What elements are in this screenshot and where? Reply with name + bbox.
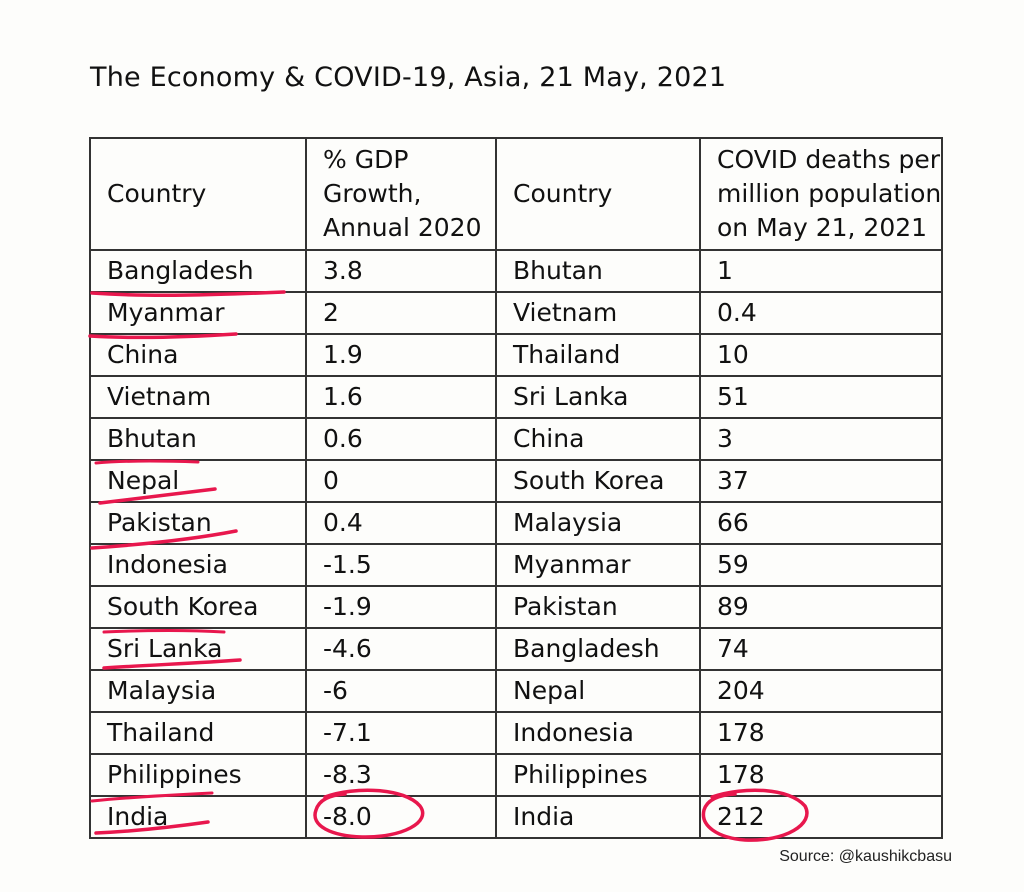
gdp-country-cell: Sri Lanka (89, 627, 307, 671)
table-row: South Korea -1.9 Pakistan 89 (89, 585, 944, 629)
table-header-row: Country % GDP Growth, Annual 2020 Countr… (89, 137, 944, 251)
header-gdp-line: Growth, (323, 179, 422, 208)
header-gdp-line: % GDP (323, 145, 409, 174)
covid-country-cell: Pakistan (495, 585, 701, 629)
covid-country-cell: South Korea (495, 459, 701, 503)
covid-country-cell: Malaysia (495, 501, 701, 545)
covid-country-cell: Thailand (495, 333, 701, 377)
gdp-country-cell: Myanmar (89, 291, 307, 335)
gdp-country-cell: Philippines (89, 753, 307, 797)
covid-country-cell: Nepal (495, 669, 701, 713)
gdp-value-cell: -6 (305, 669, 497, 713)
table-row: Bangladesh 3.8 Bhutan 1 (89, 249, 944, 293)
header-country-gdp: Country (89, 137, 307, 251)
gdp-country-cell: China (89, 333, 307, 377)
gdp-value-cell: 2 (305, 291, 497, 335)
deaths-value-cell: 0.4 (698, 291, 944, 335)
document-title: The Economy & COVID-19, Asia, 21 May, 20… (90, 62, 727, 93)
deaths-value-cell: 51 (698, 375, 944, 419)
header-country-covid: Country (495, 137, 701, 251)
gdp-country-cell: India (89, 795, 307, 839)
gdp-country-cell: Pakistan (89, 501, 307, 545)
gdp-value-cell: -8.3 (305, 753, 497, 797)
table-row: Indonesia -1.5 Myanmar 59 (89, 543, 944, 587)
table-row: Vietnam 1.6 Sri Lanka 51 (89, 375, 944, 419)
header-deaths-line: COVID deaths per (717, 145, 941, 174)
gdp-country-cell: Malaysia (89, 669, 307, 713)
gdp-value-cell: -1.9 (305, 585, 497, 629)
gdp-value-cell: -8.0 (305, 795, 497, 839)
covid-country-cell: Sri Lanka (495, 375, 701, 419)
covid-country-cell: Myanmar (495, 543, 701, 587)
deaths-value-cell: 3 (698, 417, 944, 461)
covid-country-cell: Bhutan (495, 249, 701, 293)
header-deaths-line: million population (717, 179, 942, 208)
table-body: Bangladesh 3.8 Bhutan 1 Myanmar 2 Vietnam 0.4 Ch… (89, 249, 944, 839)
covid-country-cell: Bangladesh (495, 627, 701, 671)
header-deaths-line: on May 21, 2021 (717, 213, 928, 242)
table-row: Pakistan 0.4 Malaysia 66 (89, 501, 944, 545)
table-row: Myanmar 2 Vietnam 0.4 (89, 291, 944, 335)
table-row: India -8.0 India 212 (89, 795, 944, 839)
deaths-value-cell: 74 (698, 627, 944, 671)
gdp-country-cell: Indonesia (89, 543, 307, 587)
gdp-value-cell: -4.6 (305, 627, 497, 671)
deaths-value-cell: 59 (698, 543, 944, 587)
gdp-value-cell: 0.6 (305, 417, 497, 461)
deaths-value-cell: 178 (698, 753, 944, 797)
table-row: China 1.9 Thailand 10 (89, 333, 944, 377)
covid-country-cell: India (495, 795, 701, 839)
gdp-country-cell: Bhutan (89, 417, 307, 461)
deaths-value-cell: 212 (698, 795, 944, 839)
gdp-value-cell: 0 (305, 459, 497, 503)
deaths-value-cell: 89 (698, 585, 944, 629)
gdp-value-cell: 1.9 (305, 333, 497, 377)
gdp-value-cell: -1.5 (305, 543, 497, 587)
deaths-value-cell: 1 (698, 249, 944, 293)
table-row: Bhutan 0.6 China 3 (89, 417, 944, 461)
economy-covid-table: Country % GDP Growth, Annual 2020 Countr… (89, 137, 944, 839)
header-gdp-line: Annual 2020 (323, 213, 482, 242)
gdp-country-cell: Thailand (89, 711, 307, 755)
covid-country-cell: China (495, 417, 701, 461)
source-credit: Source: @kaushikcbasu (779, 848, 952, 865)
deaths-value-cell: 37 (698, 459, 944, 503)
covid-country-cell: Indonesia (495, 711, 701, 755)
deaths-value-cell: 66 (698, 501, 944, 545)
covid-country-cell: Philippines (495, 753, 701, 797)
gdp-country-cell: Nepal (89, 459, 307, 503)
table-row: Malaysia -6 Nepal 204 (89, 669, 944, 713)
header-covid-deaths: COVID deaths per million population on M… (698, 137, 944, 251)
gdp-value-cell: 1.6 (305, 375, 497, 419)
covid-country-cell: Vietnam (495, 291, 701, 335)
header-gdp-growth: % GDP Growth, Annual 2020 (305, 137, 497, 251)
deaths-value-cell: 178 (698, 711, 944, 755)
deaths-value-cell: 10 (698, 333, 944, 377)
gdp-country-cell: South Korea (89, 585, 307, 629)
gdp-country-cell: Vietnam (89, 375, 307, 419)
table-row: Thailand -7.1 Indonesia 178 (89, 711, 944, 755)
gdp-value-cell: 0.4 (305, 501, 497, 545)
deaths-value-cell: 204 (698, 669, 944, 713)
gdp-value-cell: -7.1 (305, 711, 497, 755)
gdp-country-cell: Bangladesh (89, 249, 307, 293)
table-row: Nepal 0 South Korea 37 (89, 459, 944, 503)
table-row: Philippines -8.3 Philippines 178 (89, 753, 944, 797)
table-row: Sri Lanka -4.6 Bangladesh 74 (89, 627, 944, 671)
gdp-value-cell: 3.8 (305, 249, 497, 293)
